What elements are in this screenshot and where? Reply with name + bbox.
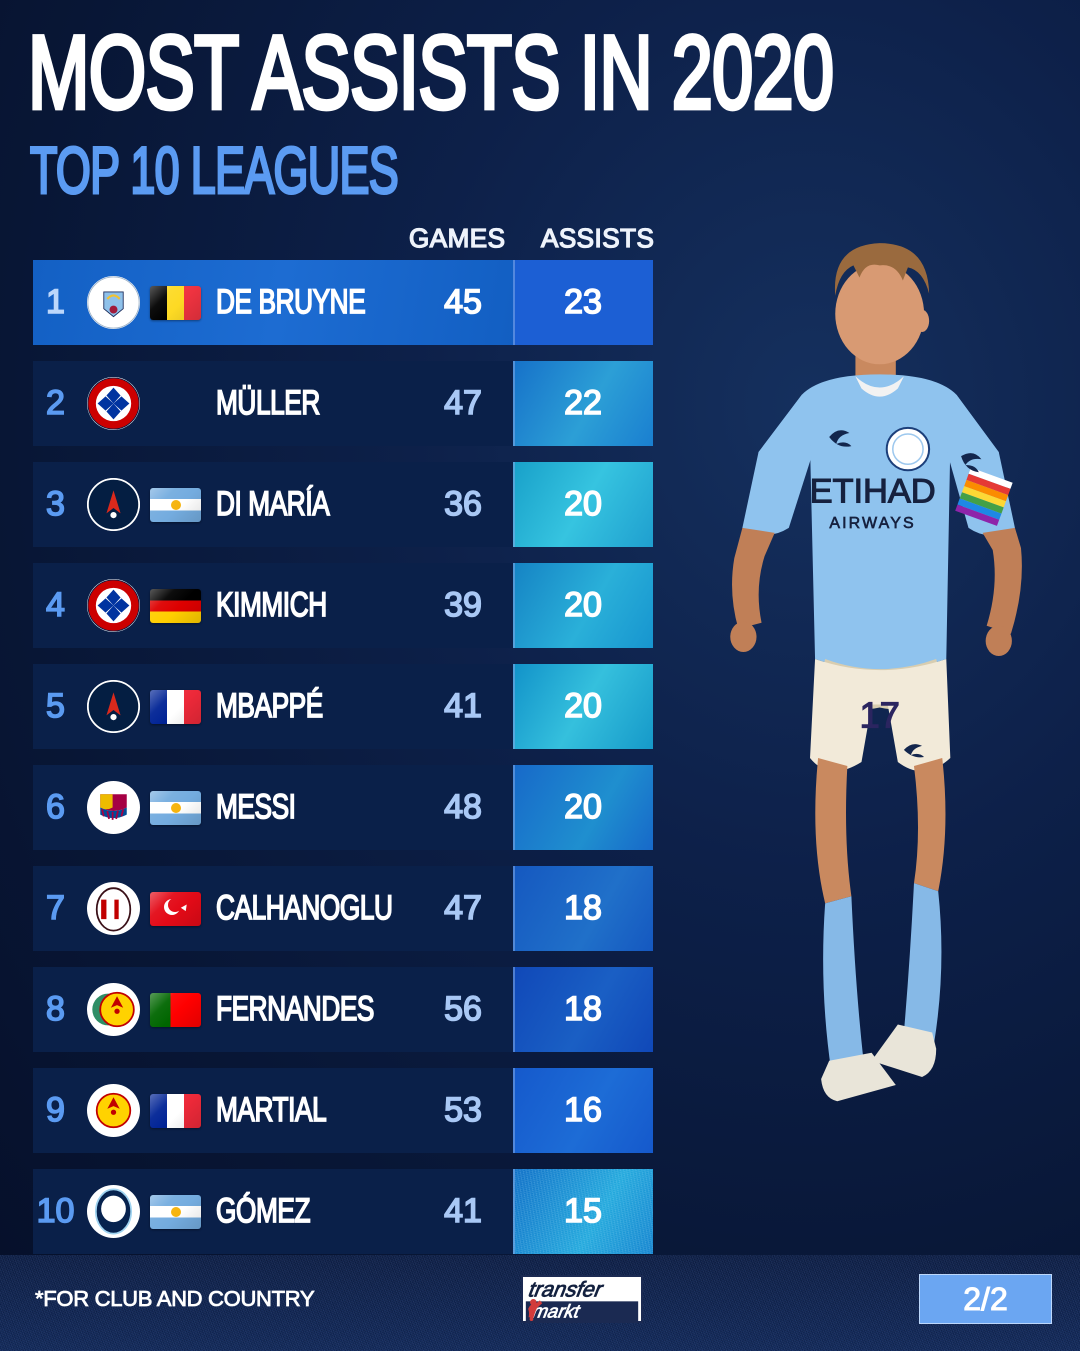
svg-text:17: 17 (859, 695, 899, 736)
svg-text:ETIHAD: ETIHAD (810, 473, 936, 511)
svg-text:AIRWAYS: AIRWAYS (828, 514, 915, 532)
svg-text:transfer: transfer (526, 1277, 606, 1302)
